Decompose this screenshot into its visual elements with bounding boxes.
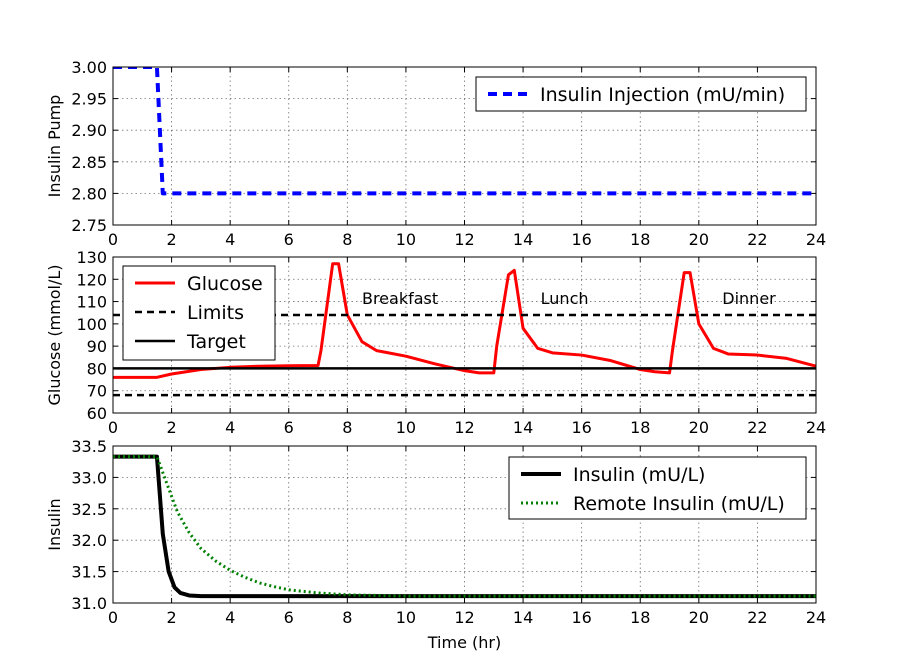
x-tick-label: 10 [396,418,416,437]
subplot-3: 0 2 4 6 8 10 12 14 16 18 20 22 2431.031.532.032.533.… [45,437,826,652]
x-tick-label: 8 [342,230,352,249]
x-tick-label: 18 [630,230,650,249]
x-tick-label: 8 [342,608,352,627]
x-tick-label: 14 [513,608,533,627]
legend-label: Insulin (mU/L) [573,464,705,486]
x-tick-label: 12 [454,418,474,437]
x-tick-label: 16 [571,230,591,249]
y-tick-label: 90 [87,337,107,356]
y-tick-label: 31.5 [71,563,107,582]
x-tick-label: 20 [689,230,709,249]
x-tick-label: 6 [284,418,294,437]
subplot-1: 0 2 4 6 8 10 12 14 16 18 20 22 242.752.802.852.902.9… [45,58,826,249]
legend-label: Target [186,331,246,353]
x-tick-label: 2 [166,608,176,627]
axes-frame [112,256,817,414]
x-tick-label: 0 [108,418,118,437]
x-tick-label: 2 [166,418,176,437]
x-tick-label: 24 [806,608,826,627]
x-tick-label: 20 [689,608,709,627]
legend-label: Glucose [187,273,263,295]
x-tick-label: 18 [630,418,650,437]
y-tick-label: 80 [87,359,107,378]
x-tick-label: 10 [396,230,416,249]
y-tick-label: 130 [76,248,107,267]
annotation-label: Breakfast [362,289,438,308]
x-tick-label: 22 [747,418,767,437]
y-axis-label: Insulin Pump [45,95,64,198]
y-tick-label: 33.0 [71,468,107,487]
x-tick-label: 24 [806,230,826,249]
legend-box [475,76,807,112]
x-axis-label: Time (hr) [427,633,501,652]
series-line-glucose [113,262,816,379]
annotation-label: Lunch [541,289,589,308]
x-tick-label: 0 [108,230,118,249]
x-tick-label: 22 [747,230,767,249]
x-tick-label: 14 [513,418,533,437]
x-tick-label: 2 [166,230,176,249]
y-tick-label: 2.85 [71,153,107,172]
y-axis-label: Insulin [45,498,64,550]
y-tick-label: 100 [76,315,107,334]
x-tick-label: 4 [225,418,235,437]
y-tick-label: 3.00 [71,58,107,77]
legend-label: Insulin Injection (mU/min) [540,84,785,106]
x-tick-label: 18 [630,608,650,627]
axes-frame [112,66,817,226]
x-tick-label: 22 [747,608,767,627]
y-tick-label: 110 [76,293,107,312]
y-tick-label: 2.90 [71,121,107,140]
x-tick-label: 16 [571,418,591,437]
plot-area [113,262,816,397]
y-tick-label: 70 [87,382,107,401]
y-tick-label: 2.95 [71,90,107,109]
legend-label: Limits [187,302,244,324]
series-line-insulin-mu-l [113,454,816,599]
series-line-insulin-injection-mu-min [113,67,816,196]
plot-area [113,454,816,599]
y-axis-label: Glucose (mmol/L) [45,264,64,405]
y-tick-label: 32.5 [71,500,107,519]
x-tick-label: 16 [571,608,591,627]
axes-frame [112,445,817,604]
x-tick-label: 4 [225,608,235,627]
x-tick-label: 12 [454,230,474,249]
x-tick-label: 8 [342,418,352,437]
x-tick-label: 4 [225,230,235,249]
legend: Insulin (mU/L) Remote Insulin (mU/L) [508,456,807,520]
x-tick-label: 20 [689,418,709,437]
x-tick-label: 14 [513,230,533,249]
y-tick-label: 33.5 [71,437,107,456]
legend-box [508,456,807,520]
subplot-2: 0 2 4 6 8 10 12 14 16 18 20 22 246070809010011012013… [45,248,826,437]
legend: Insulin Injection (mU/min) [475,76,807,112]
y-tick-label: 32.0 [71,531,107,550]
x-tick-label: 10 [396,608,416,627]
legend-label: Remote Insulin (mU/L) [573,493,785,515]
x-tick-label: 0 [108,608,118,627]
y-tick-label: 2.75 [71,216,107,235]
y-tick-label: 60 [87,404,107,423]
y-tick-label: 120 [76,270,107,289]
legend: Glucose Limits Target [122,265,276,361]
x-tick-label: 6 [284,608,294,627]
plot-area [113,67,816,196]
series-line-remote-insulin-mu-l [113,455,816,598]
y-tick-label: 2.80 [71,184,107,203]
x-tick-label: 12 [454,608,474,627]
x-tick-label: 6 [284,230,294,249]
x-tick-label: 24 [806,418,826,437]
y-tick-label: 31.0 [71,594,107,613]
annotation-label: Dinner [722,289,776,308]
